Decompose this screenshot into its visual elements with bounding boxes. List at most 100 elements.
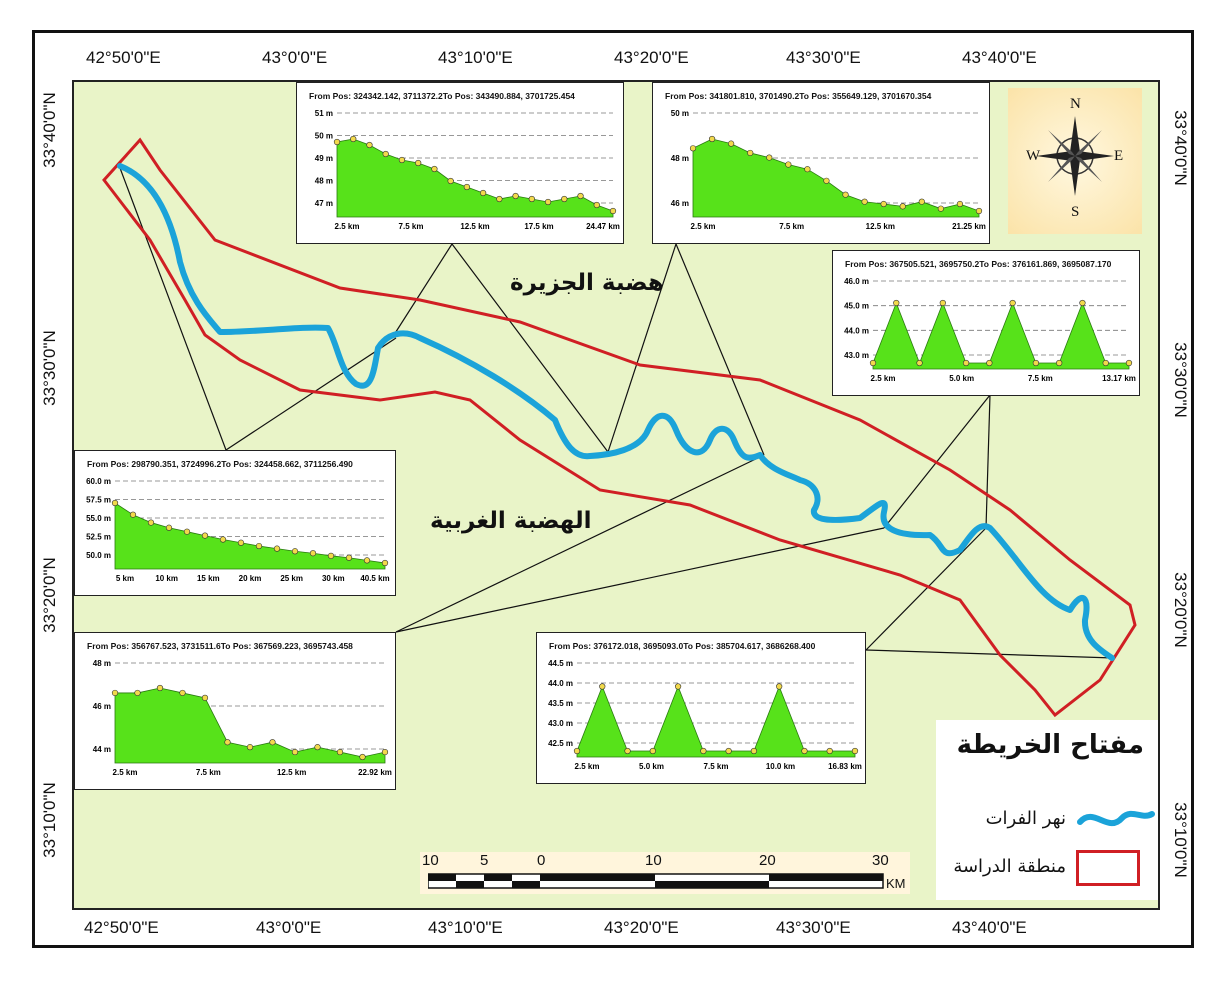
profile-point bbox=[201, 694, 209, 701]
profile-point bbox=[381, 748, 389, 756]
profile-point bbox=[823, 177, 830, 184]
profile-point bbox=[785, 161, 792, 168]
profile-point bbox=[255, 542, 263, 550]
profile-x-label: 15 km bbox=[197, 574, 220, 583]
profile-x-label: 24.47 km bbox=[586, 222, 620, 231]
profile-y-label: 44.0 m bbox=[844, 326, 869, 335]
profile-point bbox=[111, 689, 119, 697]
profile-point bbox=[447, 177, 454, 185]
profile-point bbox=[842, 191, 849, 198]
profile-area bbox=[336, 138, 614, 218]
profile-y-label: 49 m bbox=[315, 154, 333, 163]
profile-point bbox=[986, 359, 993, 367]
profile-point bbox=[700, 747, 707, 755]
profile-point bbox=[363, 557, 371, 564]
profile-point bbox=[327, 552, 335, 559]
profile-x-label: 7.5 km bbox=[704, 762, 729, 771]
profile-point bbox=[893, 299, 900, 307]
profile-chart: 51 m 50 m 49 m 48 m 47 m 2.5 km 7.5 km 12.5 km 1… bbox=[315, 109, 620, 231]
profile-point bbox=[826, 747, 833, 755]
profile-inset-4: From Pos: 298790.351, 3724996.2To Pos: 3… bbox=[74, 450, 396, 596]
compass-e: E bbox=[1114, 148, 1124, 164]
profile-point bbox=[593, 201, 600, 209]
profile-chart: 60.0 m 57.5 m 55.0 m 52.5 m 50.0 m 5 km 10 km 1… bbox=[86, 477, 390, 583]
profile-point bbox=[309, 550, 317, 557]
profile-title: From Pos: 324342.142, 3711372.2To Pos: 3… bbox=[309, 91, 575, 101]
profile-x-label: 30 km bbox=[322, 574, 345, 583]
profile-point bbox=[766, 154, 773, 161]
coord-top-2: 43°0'0"E bbox=[262, 48, 328, 67]
coord-top-1: 42°50'0"E bbox=[86, 48, 161, 67]
profile-x-label: 13.17 km bbox=[1102, 374, 1136, 383]
profile-point bbox=[382, 150, 389, 158]
map-legend: مفتاح الخريطة نهر الفرات منطقة الدراسة bbox=[936, 720, 1158, 900]
profile-point bbox=[366, 141, 373, 149]
profile-x-label: 2.5 km bbox=[575, 762, 600, 771]
profile-x-label: 12.5 km bbox=[866, 222, 895, 231]
profile-title: From Pos: 341801.810, 3701490.2To Pos: 3… bbox=[665, 91, 932, 101]
callout-lines bbox=[119, 167, 1115, 659]
profile-point bbox=[134, 689, 141, 697]
river-legend-symbol bbox=[1077, 810, 1155, 827]
study-area-boundary bbox=[102, 137, 1137, 718]
profile-y-label: 46 m bbox=[671, 199, 689, 208]
profile-point bbox=[291, 748, 299, 756]
profile-point bbox=[725, 747, 732, 755]
profile-title: From Pos: 376172.018, 3695093.0To Pos: 3… bbox=[549, 641, 816, 651]
profile-point bbox=[561, 195, 568, 203]
profile-point bbox=[918, 198, 925, 205]
profile-point bbox=[689, 145, 697, 152]
coord-bottom-6: 43°40'0"E bbox=[952, 918, 1027, 937]
profile-x-label: 12.5 km bbox=[460, 222, 489, 231]
profile-x-label: 25 km bbox=[280, 574, 303, 583]
profile-area bbox=[576, 685, 856, 758]
scale-label-5: 20 bbox=[759, 852, 776, 869]
scale-label-2: 5 bbox=[480, 852, 489, 869]
coord-bottom-2: 43°0'0"E bbox=[256, 918, 322, 937]
profile-inset-5: From Pos: 356767.523, 3731511.6To Pos: 3… bbox=[74, 632, 396, 790]
profile-y-label: 45.0 m bbox=[844, 302, 869, 311]
profile-point bbox=[398, 156, 406, 164]
profile-point bbox=[577, 192, 584, 200]
profile-y-label: 44.5 m bbox=[548, 659, 573, 668]
euphrates-river bbox=[117, 163, 1115, 661]
profile-point bbox=[801, 747, 808, 755]
profile-y-label: 57.5 m bbox=[86, 496, 111, 505]
profile-inset-2: From Pos: 341801.810, 3701490.2To Pos: 3… bbox=[652, 82, 990, 244]
profile-point bbox=[528, 195, 535, 203]
profile-x-label: 7.5 km bbox=[779, 222, 804, 231]
profile-point bbox=[246, 744, 254, 751]
profile-area bbox=[114, 687, 386, 764]
profile-point bbox=[1079, 299, 1086, 307]
profile-point bbox=[359, 753, 366, 761]
profile-point bbox=[728, 140, 735, 147]
profile-title: From Pos: 298790.351, 3724996.2To Pos: 3… bbox=[87, 459, 353, 469]
scale-label-4: 10 bbox=[645, 852, 662, 869]
profile-x-label: 5.0 km bbox=[949, 374, 974, 383]
profile-y-label: 42.5 m bbox=[548, 739, 573, 748]
profile-y-label: 48 m bbox=[315, 177, 333, 186]
legend-study-area-label: منطقة الدراسة bbox=[953, 856, 1066, 877]
profile-x-label: 7.5 km bbox=[399, 222, 424, 231]
profile-x-label: 20 km bbox=[239, 574, 262, 583]
profile-point bbox=[1032, 359, 1040, 367]
study-area-legend-symbol bbox=[1076, 850, 1140, 886]
profile-y-label: 52.5 m bbox=[86, 533, 111, 542]
profile-y-label: 50 m bbox=[315, 132, 333, 141]
profile-chart: 44.5 m 44.0 m 43.5 m 43.0 m 42.5 m 2.5 km 5.0 … bbox=[548, 659, 862, 771]
profile-point bbox=[381, 559, 389, 567]
profile-point bbox=[851, 747, 859, 755]
profile-x-label: 2.5 km bbox=[871, 374, 896, 383]
profile-inset-1: From Pos: 324342.142, 3711372.2To Pos: 3… bbox=[296, 82, 624, 244]
profile-point bbox=[480, 189, 487, 197]
profile-point bbox=[224, 739, 231, 746]
profile-area bbox=[872, 301, 1130, 370]
profile-y-label: 51 m bbox=[315, 109, 333, 118]
profile-point bbox=[314, 744, 321, 751]
profile-y-label: 44 m bbox=[93, 745, 111, 754]
profile-title: From Pos: 367505.521, 3695750.2To Pos: 3… bbox=[845, 259, 1112, 269]
profile-point bbox=[674, 683, 682, 690]
scale-bar-graphic bbox=[428, 873, 884, 889]
profile-x-label: 40.5 km bbox=[360, 574, 389, 583]
